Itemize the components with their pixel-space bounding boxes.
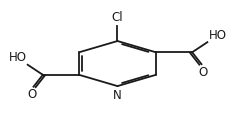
Text: O: O	[198, 66, 207, 79]
Text: O: O	[28, 88, 37, 102]
Text: HO: HO	[208, 29, 227, 42]
Text: N: N	[113, 89, 122, 102]
Text: Cl: Cl	[112, 11, 123, 24]
Text: HO: HO	[8, 51, 27, 64]
